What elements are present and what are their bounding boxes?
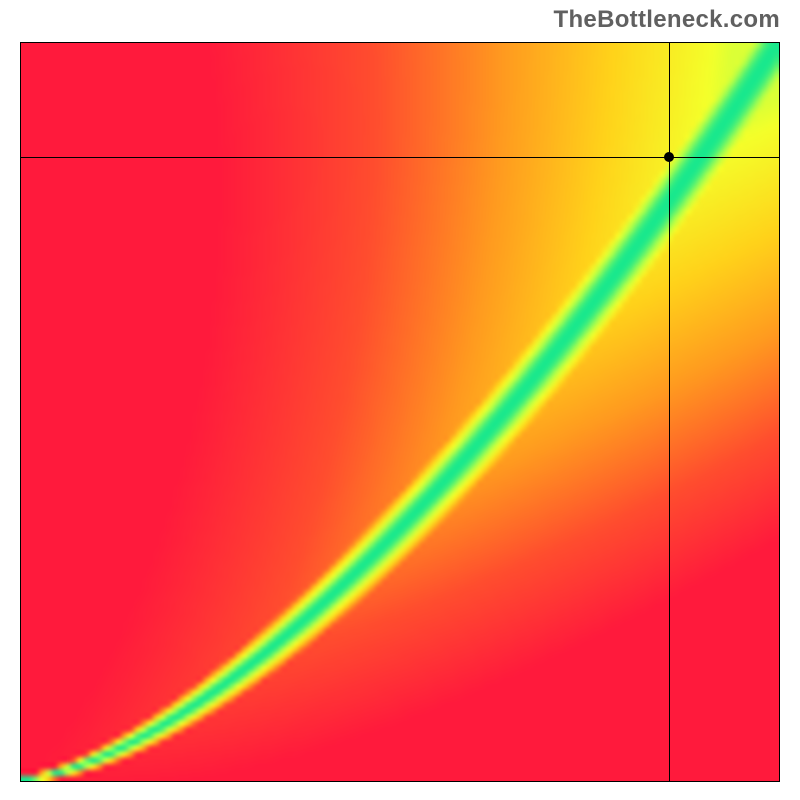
marker-dot [664, 152, 674, 162]
watermark-text: TheBottleneck.com [554, 6, 780, 34]
chart-container: TheBottleneck.com [0, 0, 800, 800]
